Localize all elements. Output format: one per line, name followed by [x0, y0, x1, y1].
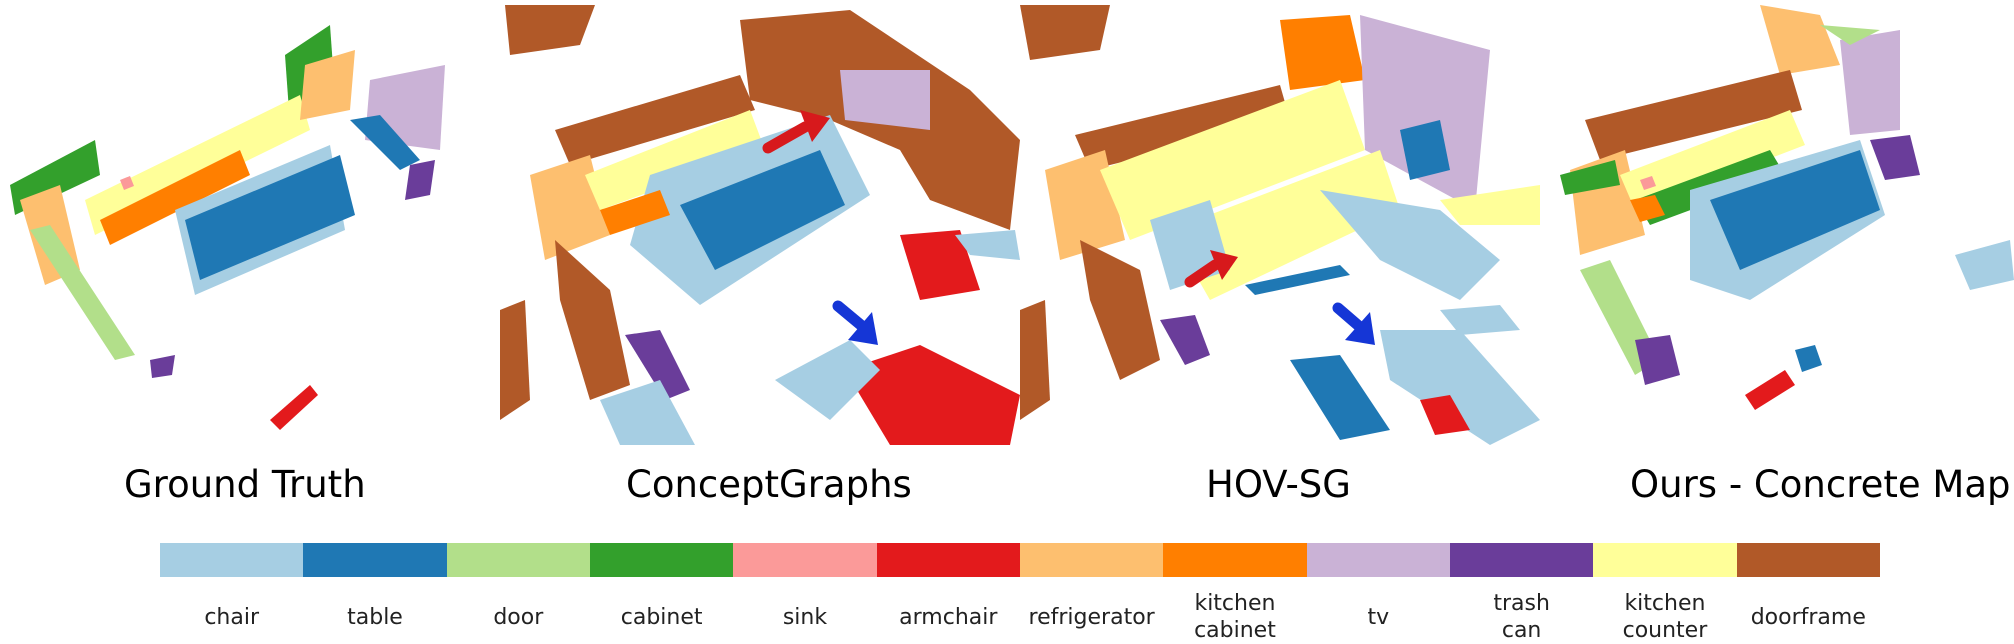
legend-labels: chair table door cabinet sink armchair refrige…	[160, 590, 1880, 644]
ground-truth-panel	[0, 0, 520, 445]
ground-truth-caption: Ground Truth	[124, 463, 366, 506]
red-arrow-icon	[1184, 250, 1238, 288]
conceptgraphs-panel	[500, 0, 1020, 445]
legend-swatch-table	[303, 543, 447, 577]
legend-label: sink	[782, 604, 828, 630]
hov-sg-caption: HOV-SG	[1206, 463, 1351, 506]
legend-swatch-door	[446, 543, 590, 577]
ours-concrete-map-panel	[1540, 0, 2014, 445]
legend-label: trash can	[1493, 591, 1550, 643]
ground-truth-scene	[10, 25, 445, 430]
legend-swatch-cabinet	[589, 543, 734, 577]
legend-label: kitchen cabinet	[1194, 591, 1276, 643]
legend-swatch-armchair	[876, 543, 1020, 577]
legend-swatch-kitchen-counter	[1593, 543, 1737, 577]
conceptgraphs-scene	[500, 5, 1020, 445]
hov-sg-panel	[1020, 0, 1540, 445]
legend-swatch-sink	[733, 543, 877, 577]
legend-swatch-tv	[1306, 543, 1450, 577]
conceptgraphs-caption: ConceptGraphs	[626, 463, 912, 506]
legend-swatch-kitchen-cabinet	[1163, 543, 1307, 577]
legend-color-bar	[160, 543, 1880, 577]
legend-swatch-chair	[160, 543, 304, 577]
legend-swatch-doorframe	[1736, 543, 1880, 577]
legend-label: tv	[1367, 604, 1390, 630]
ours-concrete-map-scene	[1560, 5, 2014, 410]
legend-label: kitchen counter	[1622, 591, 1708, 643]
blue-arrow-icon	[1332, 302, 1375, 345]
red-arrow-icon	[762, 110, 830, 154]
legend-label: table	[347, 604, 403, 630]
legend-label: chair	[204, 604, 259, 630]
legend-label: doorframe	[1750, 604, 1866, 630]
legend-swatch-refrigerator	[1019, 543, 1164, 577]
blue-arrow-icon	[832, 300, 878, 345]
legend-label: door	[493, 604, 544, 630]
legend-label: cabinet	[620, 604, 703, 630]
legend-label: armchair	[899, 604, 998, 630]
hov-sg-scene	[1020, 5, 1540, 445]
legend-label: refrigerator	[1028, 604, 1155, 630]
legend-swatch-trash-can	[1449, 543, 1594, 577]
ours-concrete-map-caption: Ours - Concrete Map	[1630, 463, 2011, 506]
